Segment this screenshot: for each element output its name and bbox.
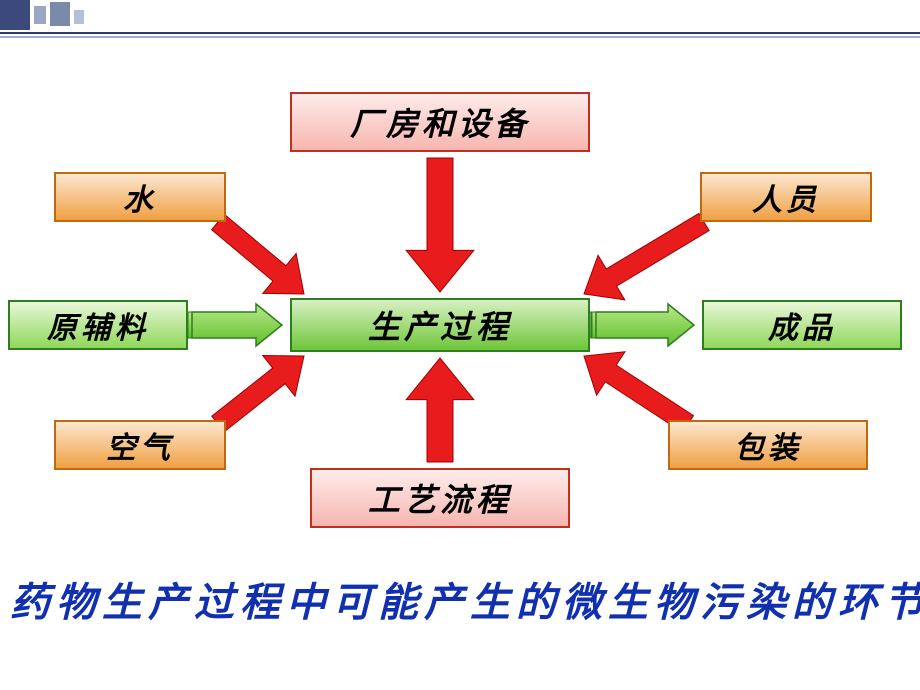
decor-line	[0, 36, 920, 38]
slide-caption: 药物生产过程中可能产生的微生物污染的环节	[10, 570, 920, 628]
node-label: 人员	[752, 175, 820, 219]
node-packaging: 包装	[668, 420, 868, 470]
node-label: 原辅料	[47, 303, 149, 347]
node-factory-equipment: 厂房和设备	[290, 92, 590, 152]
node-personnel: 人员	[700, 172, 872, 222]
node-label: 成品	[768, 303, 836, 347]
node-label: 生产过程	[368, 302, 512, 348]
node-label: 厂房和设备	[350, 99, 530, 145]
decor-block	[0, 0, 30, 30]
caption-text: 药物生产过程中可能产生的微生物污染的环节	[10, 580, 920, 625]
node-label: 空气	[106, 423, 174, 467]
node-process-flow: 工艺流程	[310, 468, 570, 528]
decor-block	[50, 2, 70, 26]
decor-block	[34, 6, 46, 24]
node-air: 空气	[54, 420, 226, 470]
node-label: 水	[123, 175, 157, 219]
slide-header-decor	[0, 0, 920, 48]
decor-line	[0, 32, 920, 34]
node-water: 水	[54, 172, 226, 222]
node-label: 工艺流程	[368, 475, 512, 521]
decor-block	[74, 10, 84, 24]
node-finished-product: 成品	[702, 300, 902, 350]
node-raw-materials: 原辅料	[8, 300, 188, 350]
node-label: 包装	[734, 423, 802, 467]
node-production-process: 生产过程	[290, 298, 590, 352]
